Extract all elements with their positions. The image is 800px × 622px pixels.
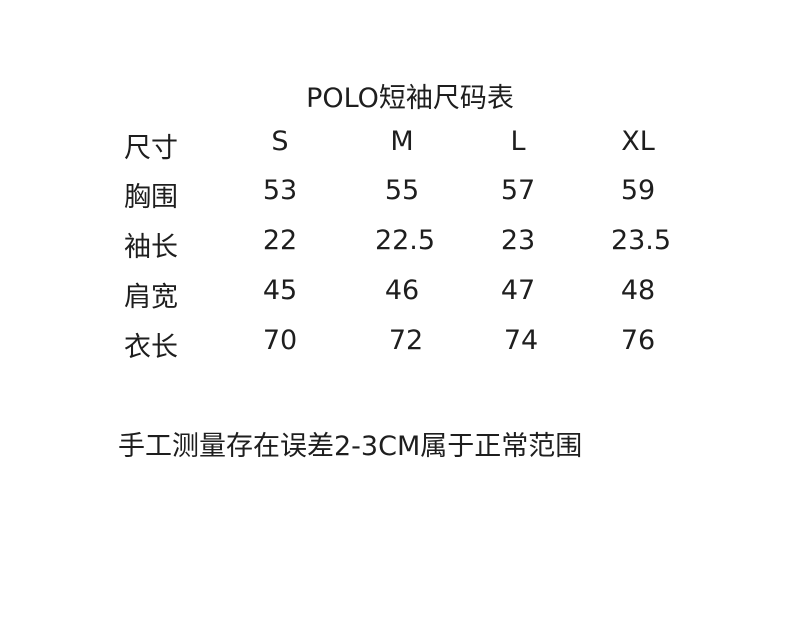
table-cell: 53 (262, 175, 298, 206)
row-label: 胸围 (124, 182, 178, 213)
table-cell: 47 (500, 275, 536, 306)
size-m: M (390, 126, 414, 157)
page-title: POLO短袖尺码表 (306, 83, 514, 114)
table-row: 肩宽 45 46 47 48 (0, 275, 800, 315)
table-cell: 72 (388, 325, 424, 356)
table-cell: 74 (503, 325, 539, 356)
size-header-row: 尺寸 S M L XL (0, 126, 800, 166)
header-label: 尺寸 (124, 133, 178, 164)
table-cell: 22 (262, 225, 298, 256)
size-xl: XL (621, 126, 655, 157)
table-cell: 70 (262, 325, 298, 356)
table-cell: 59 (620, 175, 656, 206)
table-cell: 76 (620, 325, 656, 356)
measurement-note: 手工测量存在误差2-3CM属于正常范围 (118, 431, 583, 462)
table-cell: 22.5 (374, 225, 436, 256)
size-s: S (271, 126, 289, 157)
table-cell: 55 (384, 175, 420, 206)
table-cell: 23.5 (610, 225, 672, 256)
row-label: 肩宽 (124, 282, 178, 313)
table-cell: 23 (500, 225, 536, 256)
row-label: 袖长 (124, 232, 178, 263)
table-row: 袖长 22 22.5 23 23.5 (0, 225, 800, 265)
table-cell: 48 (620, 275, 656, 306)
row-label: 衣长 (124, 332, 178, 363)
size-l: L (510, 126, 526, 157)
table-cell: 45 (262, 275, 298, 306)
table-row: 胸围 53 55 57 59 (0, 175, 800, 215)
table-cell: 57 (500, 175, 536, 206)
table-cell: 46 (384, 275, 420, 306)
table-row: 衣长 70 72 74 76 (0, 325, 800, 365)
